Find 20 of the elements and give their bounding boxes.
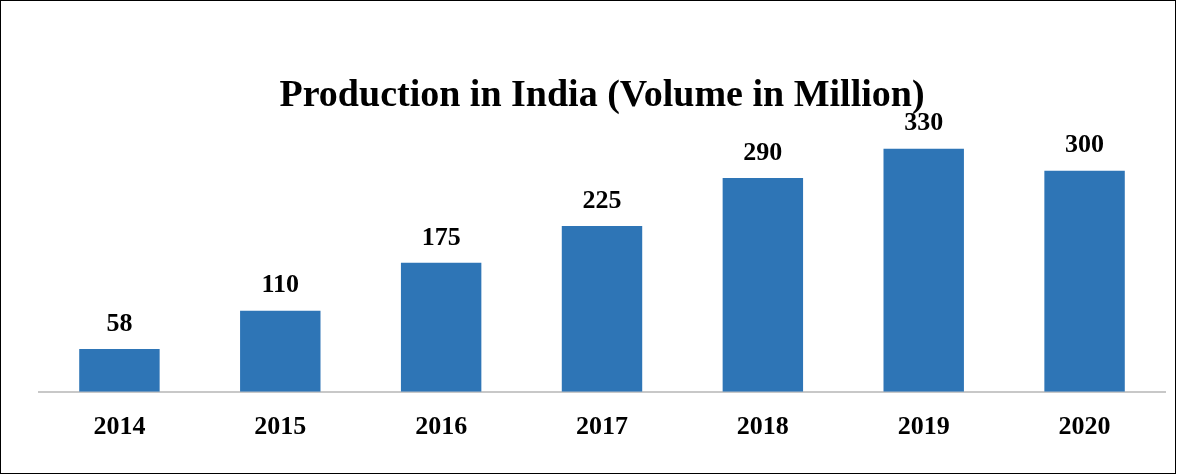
data-label: 58 [106, 307, 133, 337]
data-label: 225 [582, 184, 622, 214]
x-tick-label: 2016 [415, 411, 468, 441]
x-tick-label: 2014 [93, 411, 146, 441]
bar [79, 349, 160, 392]
data-label: 175 [421, 221, 461, 251]
data-label: 290 [743, 136, 783, 166]
x-tick-label: 2020 [1058, 411, 1111, 441]
x-tick-label: 2017 [576, 411, 628, 441]
x-tick-label: 2015 [254, 411, 307, 441]
data-label: 110 [261, 269, 300, 299]
bar [561, 225, 643, 392]
bar [1044, 170, 1125, 392]
x-tick-label: 2019 [897, 411, 950, 441]
x-tick-label: 2018 [736, 411, 789, 441]
bar [240, 310, 321, 392]
bar [883, 148, 964, 392]
bar [400, 262, 482, 392]
data-label: 300 [1065, 129, 1105, 159]
bar [722, 178, 804, 392]
